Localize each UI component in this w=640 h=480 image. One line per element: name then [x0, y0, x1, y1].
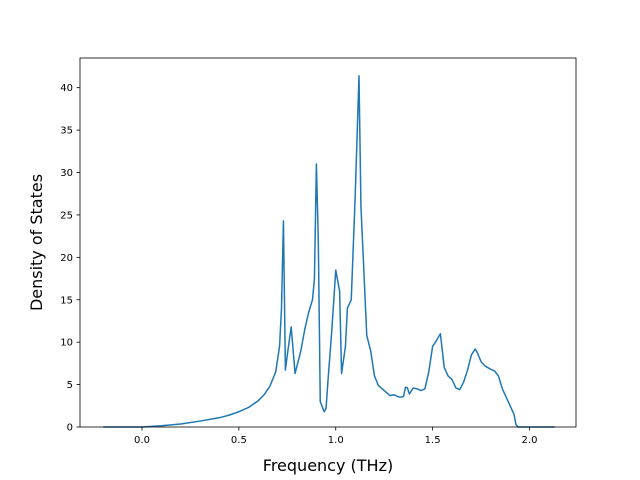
series-line-0 — [103, 75, 555, 428]
y-tick-label: 0 — [67, 423, 73, 434]
y-tick-label: 5 — [67, 380, 73, 391]
y-tick-label: 25 — [60, 210, 73, 221]
x-tick-label: 2.0 — [522, 435, 538, 446]
axes: 0.0 0.5 1.0 1.5 2.0 0 5 10 15 20 25 30 35 40 — [60, 57, 577, 446]
y-tick-label: 35 — [60, 126, 73, 137]
x-tick-label: 1.0 — [328, 435, 344, 446]
x-tick-label: 0.5 — [231, 435, 247, 446]
y-tick-label: 10 — [60, 338, 73, 349]
y-tick-label: 30 — [60, 168, 73, 179]
y-tick-label: 20 — [60, 253, 73, 264]
y-tick-label: 40 — [60, 83, 73, 94]
x-tick-label: 1.5 — [425, 435, 441, 446]
x-tick-label: 0.0 — [134, 435, 150, 446]
y-tick-label: 15 — [60, 295, 73, 306]
x-axis-label: Frequency (THz) — [263, 456, 393, 475]
plot-frame — [79, 57, 577, 428]
y-axis-label: Density of States — [27, 174, 46, 311]
plot-area — [103, 75, 555, 428]
